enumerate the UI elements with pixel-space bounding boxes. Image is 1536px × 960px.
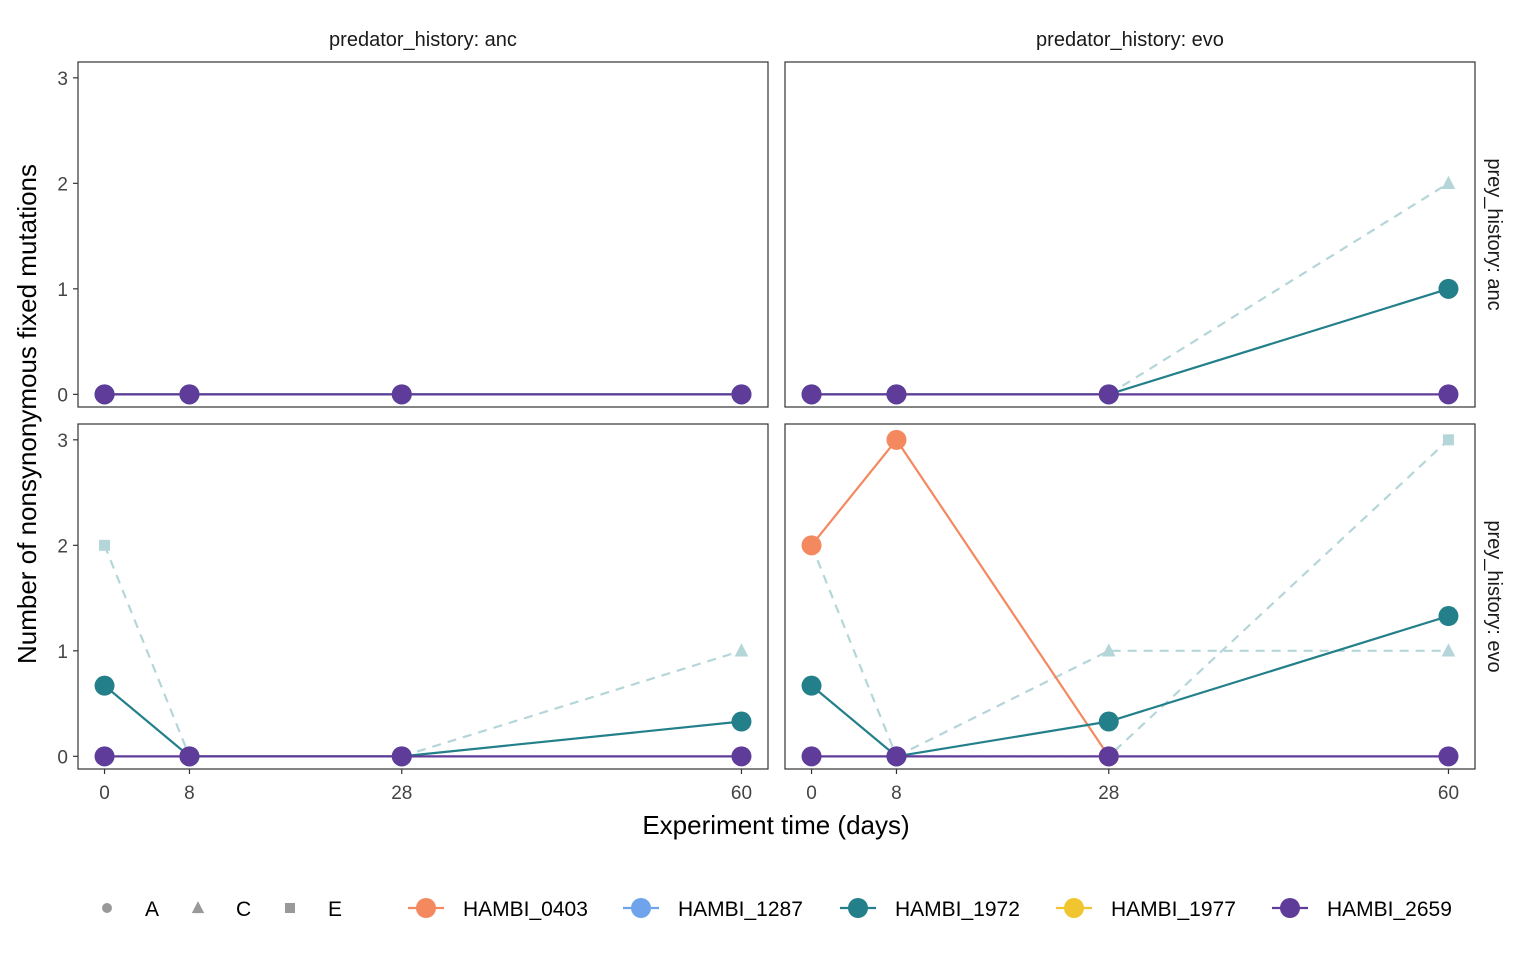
replicate-line [1108, 182, 1450, 396]
y-tick-label: 0 [57, 385, 68, 406]
x-tick-label: 0 [806, 783, 817, 804]
x-tick-label: 28 [391, 783, 412, 804]
y-tick-label: 3 [57, 69, 68, 90]
series-point [801, 535, 822, 556]
facet-panel: 0 1 2 3 [57, 61, 769, 408]
series-point [801, 746, 822, 767]
x-tick-label: 60 [731, 783, 752, 804]
replicate-point [99, 539, 111, 551]
replicate-point [1441, 175, 1456, 190]
legend-color-key [416, 898, 436, 918]
series-point [731, 384, 752, 405]
series-line [103, 684, 742, 758]
row-facet-label: prey_history: anc [1483, 158, 1505, 310]
series-point [801, 384, 822, 405]
panel-data [801, 429, 1459, 767]
column-facet-label: predator_history: anc [329, 29, 517, 51]
series-point [391, 384, 412, 405]
legend-color-label: HAMBI_1977 [1111, 898, 1236, 921]
panel-border [77, 61, 769, 408]
facet-panel: 0 8 28 60 [784, 423, 1476, 804]
legend-shape-label: E [328, 898, 342, 921]
x-tick-label: 8 [184, 783, 195, 804]
series-point [1438, 606, 1459, 627]
legend-shape-label: C [236, 898, 251, 921]
series-point [731, 711, 752, 732]
series-point [886, 384, 907, 405]
legend-shape-key [285, 903, 295, 913]
facet-panel [784, 61, 1476, 408]
series-point [731, 746, 752, 767]
replicate-line [810, 439, 1450, 758]
legend-color-label: HAMBI_1287 [678, 898, 803, 921]
legend-color-label: HAMBI_1972 [895, 898, 1020, 921]
series-line [810, 614, 1449, 758]
y-tick-label: 1 [57, 280, 68, 301]
series-point [801, 675, 822, 696]
legend-shape-key [102, 903, 112, 913]
y-axis-title: Number of nonsynonymous fixed mutations [12, 164, 42, 664]
x-tick-label: 60 [1438, 783, 1459, 804]
panel-data [94, 384, 752, 405]
legend: A C E HAMBI_0403 HAMBI_1287 HAMBI_1972 HAMBI_1… [102, 898, 1452, 921]
replicate-line [103, 544, 191, 757]
y-tick-label: 2 [57, 174, 68, 195]
y-tick-label: 2 [57, 536, 68, 557]
series-point [94, 746, 115, 767]
series-point [179, 384, 200, 405]
y-tick-label: 3 [57, 431, 68, 452]
replicate-line [401, 649, 742, 758]
legend-shape-key [191, 901, 205, 914]
panel-border [784, 423, 1476, 770]
x-tick-label: 8 [891, 783, 902, 804]
series-line [811, 287, 1449, 396]
legend-color-key [631, 898, 651, 918]
panel-border [784, 61, 1476, 408]
series-point [391, 746, 412, 767]
series-point [94, 384, 115, 405]
legend-shape-label: A [145, 898, 159, 921]
facet-panel: 0 1 2 3 0 8 28 60 [57, 423, 769, 804]
replicate-point [734, 643, 749, 657]
replicate-point [1442, 434, 1454, 446]
replicate-point [1101, 643, 1116, 657]
series-point [94, 675, 115, 696]
y-tick-label: 1 [57, 642, 68, 663]
series-line [810, 437, 1110, 757]
row-facet-label: prey_history: evo [1483, 520, 1505, 672]
series-point [1438, 384, 1459, 405]
series-point [886, 429, 907, 450]
replicate-point [1441, 643, 1456, 657]
column-facet-label: predator_history: evo [1036, 29, 1224, 51]
panels-layer: predator_history: anc predator_history: e… [57, 29, 1505, 804]
x-tick-label: 0 [99, 783, 110, 804]
panel-data [94, 539, 752, 767]
y-tick-label: 0 [57, 747, 68, 768]
series-point [886, 746, 907, 767]
series-point [1098, 746, 1119, 767]
series-point [1098, 711, 1119, 732]
x-axis-title: Experiment time (days) [642, 810, 909, 840]
series-point [1438, 278, 1459, 299]
series-point [1098, 384, 1119, 405]
legend-color-label: HAMBI_0403 [463, 898, 588, 921]
series-point [1438, 746, 1459, 767]
legend-color-label: HAMBI_2659 [1327, 898, 1452, 921]
legend-color-key [1280, 898, 1300, 918]
series-point [179, 746, 200, 767]
panel-border [77, 423, 769, 770]
panel-data [801, 175, 1459, 405]
x-tick-label: 28 [1098, 783, 1119, 804]
legend-color-key [848, 898, 868, 918]
replicate-line [895, 649, 1449, 758]
legend-color-key [1064, 898, 1084, 918]
